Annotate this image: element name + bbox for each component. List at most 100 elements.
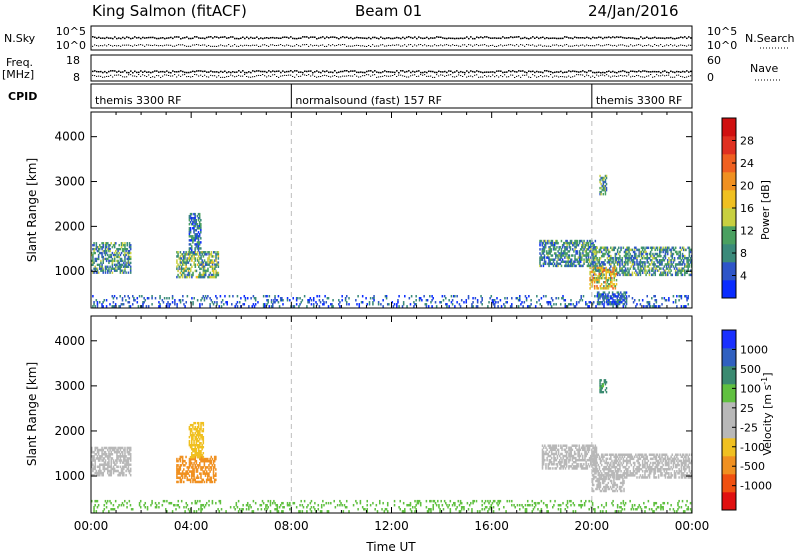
heatmap-cell [684, 263, 686, 266]
heatmap-cell [264, 305, 266, 308]
heatmap-cell [612, 256, 614, 260]
nsearch-mark [280, 44, 282, 46]
cpid-strip-frame [90, 83, 693, 109]
nsearch-mark [486, 45, 488, 47]
freq-mark [92, 70, 94, 73]
heatmap-cell [246, 297, 249, 300]
heatmap-cell [545, 465, 547, 468]
nsky-mark [152, 36, 154, 39]
nsearch-mark [196, 44, 198, 46]
nave-mark [114, 74, 116, 76]
freq-mark [524, 71, 526, 73]
heatmap-cell [592, 450, 594, 454]
heatmap-cell [597, 295, 600, 298]
nsky-mark [144, 37, 146, 39]
heatmap-cell [543, 246, 546, 249]
nsky-mark [346, 36, 348, 38]
heatmap-cell [209, 480, 211, 484]
heatmap-cell [96, 473, 99, 477]
heatmap-cell [518, 299, 521, 302]
heatmap-cell [557, 450, 560, 454]
heatmap-cell [123, 244, 125, 247]
nsky-mark [660, 37, 662, 39]
heatmap-cell [197, 216, 200, 220]
heatmap-cell [91, 455, 93, 458]
heatmap-cell [638, 263, 641, 266]
heatmap-cell [105, 249, 108, 253]
nsky-mark [500, 37, 502, 40]
heatmap-cell [579, 299, 581, 302]
heatmap-cell [104, 446, 107, 450]
heatmap-cell [618, 256, 620, 260]
heatmap-cell [679, 246, 682, 250]
heatmap-cell [197, 249, 200, 252]
heatmap-cell [183, 271, 185, 275]
heatmap-cell [607, 467, 610, 471]
heatmap-cell [194, 427, 196, 431]
nsearch-mark [472, 45, 474, 47]
heatmap-cell [557, 250, 559, 253]
heatmap-cell [124, 265, 126, 268]
heatmap-cell [159, 303, 161, 306]
nave-mark [266, 76, 268, 78]
nsky-mark [128, 36, 130, 39]
heatmap-cell [562, 241, 565, 245]
heatmap-cell [641, 252, 644, 256]
nsearch-mark [434, 44, 436, 46]
heatmap-cell [129, 261, 132, 265]
nave-mark [98, 75, 100, 77]
heatmap-cell [599, 274, 602, 278]
heatmap-cell [645, 252, 647, 256]
heatmap-cell [609, 270, 612, 274]
heatmap-cell [610, 265, 612, 268]
heatmap-cell [431, 305, 433, 308]
nsky-mark [136, 37, 138, 39]
nsky-mark [422, 37, 424, 40]
heatmap-cell [201, 466, 203, 469]
freq-mark [454, 71, 456, 73]
heatmap-cell [676, 305, 678, 308]
heatmap-cell [625, 250, 628, 254]
heatmap-cell [113, 269, 116, 272]
heatmap-cell [185, 263, 187, 266]
heatmap-cell [596, 265, 598, 268]
heatmap-cell [207, 269, 209, 273]
nave-mark [452, 76, 454, 78]
heatmap-cell [102, 249, 104, 253]
heatmap-cell [186, 470, 188, 473]
heatmap-cell [565, 456, 568, 460]
nsky-mark [344, 36, 346, 39]
heatmap-cell [202, 275, 205, 279]
nsky-mark [120, 37, 122, 40]
heatmap-cell [209, 271, 212, 275]
nsky-mark [614, 36, 616, 39]
heatmap-cell [593, 446, 595, 450]
nave-mark [302, 74, 304, 76]
nsky-mark [368, 36, 370, 39]
heatmap-cell [570, 262, 573, 266]
nave-mark [518, 75, 520, 77]
nave-mark [354, 74, 356, 76]
nsearch-mark [370, 45, 372, 47]
heatmap-cell [567, 303, 570, 306]
heatmap-cell [212, 251, 215, 254]
heatmap-cell [604, 465, 606, 469]
heatmap-cell [358, 305, 361, 308]
freq-mark [352, 70, 354, 72]
heatmap-cell [652, 252, 654, 256]
nsky-mark [262, 37, 264, 40]
heatmap-cell [198, 214, 201, 218]
heatmap-cell [588, 305, 590, 308]
heatmap-cell [542, 446, 545, 450]
heatmap-cell [200, 445, 202, 449]
heatmap-cell [142, 303, 144, 306]
heatmap-cell [202, 435, 205, 439]
heatmap-cell [186, 466, 188, 469]
heatmap-cell [93, 457, 95, 460]
heatmap-cell [131, 303, 134, 306]
heatmap-cell [210, 478, 213, 482]
heatmap-cell [653, 271, 655, 275]
heatmap-cell [599, 461, 602, 465]
nsearch-mark [546, 45, 548, 47]
heatmap-cell [151, 294, 153, 298]
